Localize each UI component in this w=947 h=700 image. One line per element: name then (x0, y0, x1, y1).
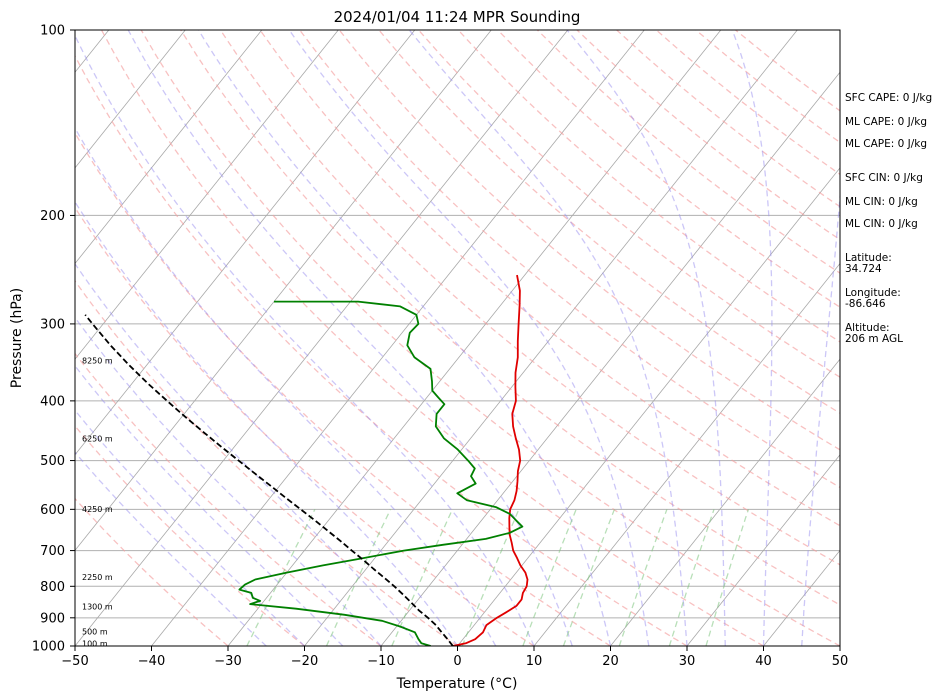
moist-adiabat-line (75, 200, 459, 646)
dry-adiabat-line (180, 30, 840, 606)
y-tick-label: 1000 (32, 640, 65, 655)
altitude-label: 6250 m (82, 434, 113, 443)
moist-adiabat-line (127, 30, 573, 646)
altitude-label: 100 m (82, 640, 108, 649)
isotherm-line (75, 30, 492, 552)
y-tick-label: 400 (40, 394, 65, 409)
moist-adiabat-line (75, 126, 497, 646)
dry-adiabat-line (75, 497, 229, 646)
isotherm-line (75, 30, 339, 360)
altitude-label: 1300 m (82, 602, 113, 611)
mixing-ratio-line (705, 509, 750, 646)
mixing-ratio-line (562, 509, 616, 646)
isotherm-line (380, 71, 840, 646)
x-tick-label: 40 (755, 654, 772, 669)
longitude-label: Longitude: (845, 287, 901, 299)
altitude-label: 2250 m (82, 573, 113, 582)
dry-adiabat-line (75, 279, 458, 646)
x-tick-label: −20 (291, 654, 318, 669)
mixing-ratio-line (618, 509, 668, 646)
ml-cape-stat: ML CAPE: 0 J/kg (845, 116, 928, 128)
moist-adiabat-line (731, 30, 773, 646)
y-tick-label: 500 (40, 454, 65, 469)
altitude-label: 8250 m (82, 357, 113, 366)
latitude-label: Latitude: (845, 252, 892, 264)
chart-title: 2024/01/04 11:24 MPR Sounding (334, 8, 581, 26)
y-tick-label: 200 (40, 209, 65, 224)
sfc-cin-stat: SFC CIN: 0 J/kg (845, 172, 923, 184)
x-tick-label: −30 (214, 654, 241, 669)
x-tick-label: −50 (61, 654, 88, 669)
x-axis-label: Temperature (°C) (396, 676, 518, 692)
y-tick-label: 100 (40, 24, 65, 39)
isotherm-line (151, 30, 645, 646)
x-tick-label: −10 (367, 654, 394, 669)
isotherm-line (75, 30, 569, 646)
parcel-profile (84, 314, 454, 646)
dry-adiabat-line (75, 206, 535, 646)
mixing-ratio-line (246, 509, 316, 646)
isotherm-line (75, 30, 416, 456)
x-tick-label: 30 (679, 654, 696, 669)
x-tick-label: 50 (832, 654, 849, 669)
y-tick-label: 800 (40, 580, 65, 595)
isotherm-line (533, 262, 840, 646)
dry-adiabat-line (457, 30, 840, 343)
moist-adiabat-line (75, 451, 267, 646)
dry-adiabat-line (75, 54, 688, 646)
altitude-label: 500 m (82, 627, 108, 636)
moist-adiabat-line (75, 364, 344, 646)
sfc-cape-stat: SFC CAPE: 0 J/kg (845, 92, 933, 104)
latitude-value: 34.724 (845, 263, 882, 275)
dry-adiabat-line (75, 352, 382, 646)
altitude-value: 206 m AGL (845, 333, 903, 345)
longitude-value: -86.646 (845, 298, 886, 310)
mixing-ratio-line (461, 509, 520, 646)
isotherm-line (227, 30, 722, 646)
isotherm-line (304, 30, 798, 646)
dry-adiabat-line (75, 131, 611, 646)
moist-adiabat-line (288, 30, 650, 646)
isotherm-line (75, 30, 263, 265)
ml-cape-stat-2: ML CAPE: 0 J/kg (845, 138, 928, 150)
dry-adiabat-line (418, 30, 840, 378)
y-tick-label: 600 (40, 503, 65, 518)
isotherm-line (75, 30, 186, 169)
ml-cin-stat: ML CIN: 0 J/kg (845, 196, 918, 208)
mixing-ratio-line (522, 509, 577, 646)
y-axis-label: Pressure (hPa) (9, 288, 25, 388)
temperature-profile (452, 274, 529, 646)
mixing-ratio-line (391, 509, 453, 646)
altitude-label: 4250 m (82, 505, 113, 514)
y-tick-label: 700 (40, 544, 65, 559)
dewpoint-profile (238, 300, 524, 646)
moist-adiabat-line (75, 34, 535, 646)
moist-adiabat-line (801, 189, 840, 646)
y-tick-label: 900 (40, 611, 65, 626)
x-tick-label: 20 (602, 654, 619, 669)
mixing-ratio-line (668, 509, 715, 646)
moist-adiabat-line (75, 409, 305, 646)
x-tick-label: 0 (453, 654, 461, 669)
y-tick-label: 300 (40, 317, 65, 332)
dry-adiabat-line (100, 30, 764, 646)
x-tick-label: 10 (526, 654, 543, 669)
dry-adiabat-line (219, 30, 840, 566)
isotherm-line (457, 167, 840, 646)
altitude-label: Altitude: (845, 322, 890, 334)
moist-adiabat-line (197, 30, 612, 646)
moist-adiabat-line (75, 262, 420, 646)
isotherm-line (610, 358, 840, 646)
dry-adiabat-line (140, 30, 840, 646)
mixing-ratio-line (325, 509, 392, 646)
isotherm-line (686, 454, 840, 646)
moist-adiabat-line (75, 316, 382, 646)
x-tick-label: −40 (138, 654, 165, 669)
ml-cin-stat-2: ML CIN: 0 J/kg (845, 218, 918, 230)
moist-adiabat-line (566, 30, 726, 646)
dry-adiabat-line (378, 30, 840, 414)
